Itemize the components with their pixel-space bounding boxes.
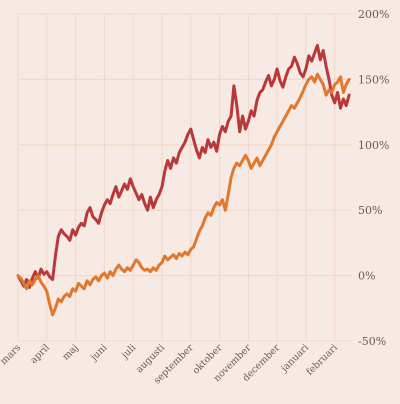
grid xyxy=(17,13,352,342)
y-tick-label: 50% xyxy=(358,204,382,217)
series-line-1 xyxy=(16,43,351,289)
series-group xyxy=(16,43,351,317)
x-axis: mars april maj juni juliaugustiseptemberokto… xyxy=(0,342,340,386)
y-tick-label: -50% xyxy=(358,335,386,348)
x-tick-label: maj xyxy=(60,342,80,362)
x-tick-label: mars xyxy=(0,342,23,367)
x-tick-label: juni xyxy=(88,342,109,363)
y-tick-label: 0% xyxy=(358,270,375,283)
y-axis: -50% 0% 50% 100% 150% 200% xyxy=(358,8,389,348)
y-tick-label: 200% xyxy=(358,8,389,21)
y-tick-label: 100% xyxy=(358,139,389,152)
series-line-2 xyxy=(16,72,351,317)
x-tick-label: februari xyxy=(304,342,339,377)
y-tick-label: 150% xyxy=(358,73,389,86)
x-tick-label: april xyxy=(28,342,52,366)
x-tick-label: juli xyxy=(119,342,138,361)
